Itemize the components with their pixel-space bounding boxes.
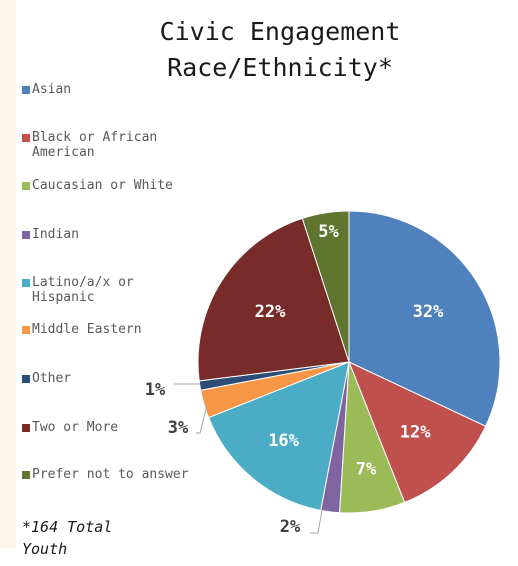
pie-slice-asian bbox=[348, 210, 501, 427]
pie-slice-black-or-african-american bbox=[348, 361, 487, 504]
legend-item-indian: Indian bbox=[22, 227, 217, 242]
pie-slice-latino-a-x-or-hispanic bbox=[207, 361, 350, 511]
legend-label: Other bbox=[32, 371, 72, 386]
chart-title-line-1: Civic Engagement bbox=[159, 17, 401, 46]
legend-label: Prefer not to answer bbox=[32, 467, 189, 482]
legend-item-caucasian-or-white: Caucasian or White bbox=[22, 178, 217, 193]
left-border-strip bbox=[0, 0, 16, 548]
legend-item-prefer-not-to-answer: Prefer not to answer bbox=[22, 467, 217, 482]
slice-data-label: 16% bbox=[268, 431, 299, 451]
legend-swatch bbox=[22, 424, 30, 432]
legend-swatch bbox=[22, 86, 30, 94]
chart-title: Civic Engagement Race/Ethnicity* bbox=[70, 14, 490, 86]
legend-swatch bbox=[22, 279, 30, 287]
legend-label: Indian bbox=[32, 227, 79, 242]
legend-label: Two or More bbox=[32, 420, 119, 435]
legend-swatch bbox=[22, 182, 30, 190]
chart-title-line-2: Race/Ethnicity* bbox=[167, 53, 393, 82]
legend-label: Black or African American bbox=[32, 130, 158, 160]
legend-item-middle-eastern: Middle Eastern bbox=[22, 322, 217, 337]
leader-line bbox=[196, 404, 208, 434]
leader-line bbox=[310, 509, 323, 534]
slice-data-label: 32% bbox=[413, 302, 444, 322]
legend-label: Middle Eastern bbox=[32, 322, 142, 337]
legend-item-black-or-african-american: Black or African American bbox=[22, 130, 217, 160]
legend-item-asian: Asian bbox=[22, 82, 217, 97]
slice-data-label: 1% bbox=[145, 380, 166, 400]
legend-label: Latino/a/x or Hispanic bbox=[32, 275, 134, 305]
slice-data-label: 5% bbox=[318, 222, 339, 242]
legend-swatch bbox=[22, 231, 30, 239]
slice-data-label: 7% bbox=[356, 459, 377, 479]
legend-swatch bbox=[22, 134, 30, 142]
legend-item-latino-hispanic: Latino/a/x or Hispanic bbox=[22, 275, 182, 305]
footnote: *164 Total Youth bbox=[22, 518, 113, 558]
legend-swatch bbox=[22, 471, 30, 479]
slice-data-label: 22% bbox=[255, 302, 286, 322]
legend-swatch bbox=[22, 326, 30, 334]
legend-item-two-or-more: Two or More bbox=[22, 420, 217, 435]
legend-swatch bbox=[22, 375, 30, 383]
legend-item-other: Other bbox=[22, 371, 217, 386]
pie-slice-two-or-more bbox=[197, 217, 350, 382]
pie-slice-prefer-not-to-answer bbox=[301, 210, 350, 363]
legend-label: Caucasian or White bbox=[32, 178, 173, 193]
legend-label: Asian bbox=[32, 82, 72, 97]
slice-data-label: 12% bbox=[400, 422, 431, 442]
slice-data-label: 2% bbox=[280, 517, 301, 537]
slice-data-label: 3% bbox=[168, 418, 189, 438]
